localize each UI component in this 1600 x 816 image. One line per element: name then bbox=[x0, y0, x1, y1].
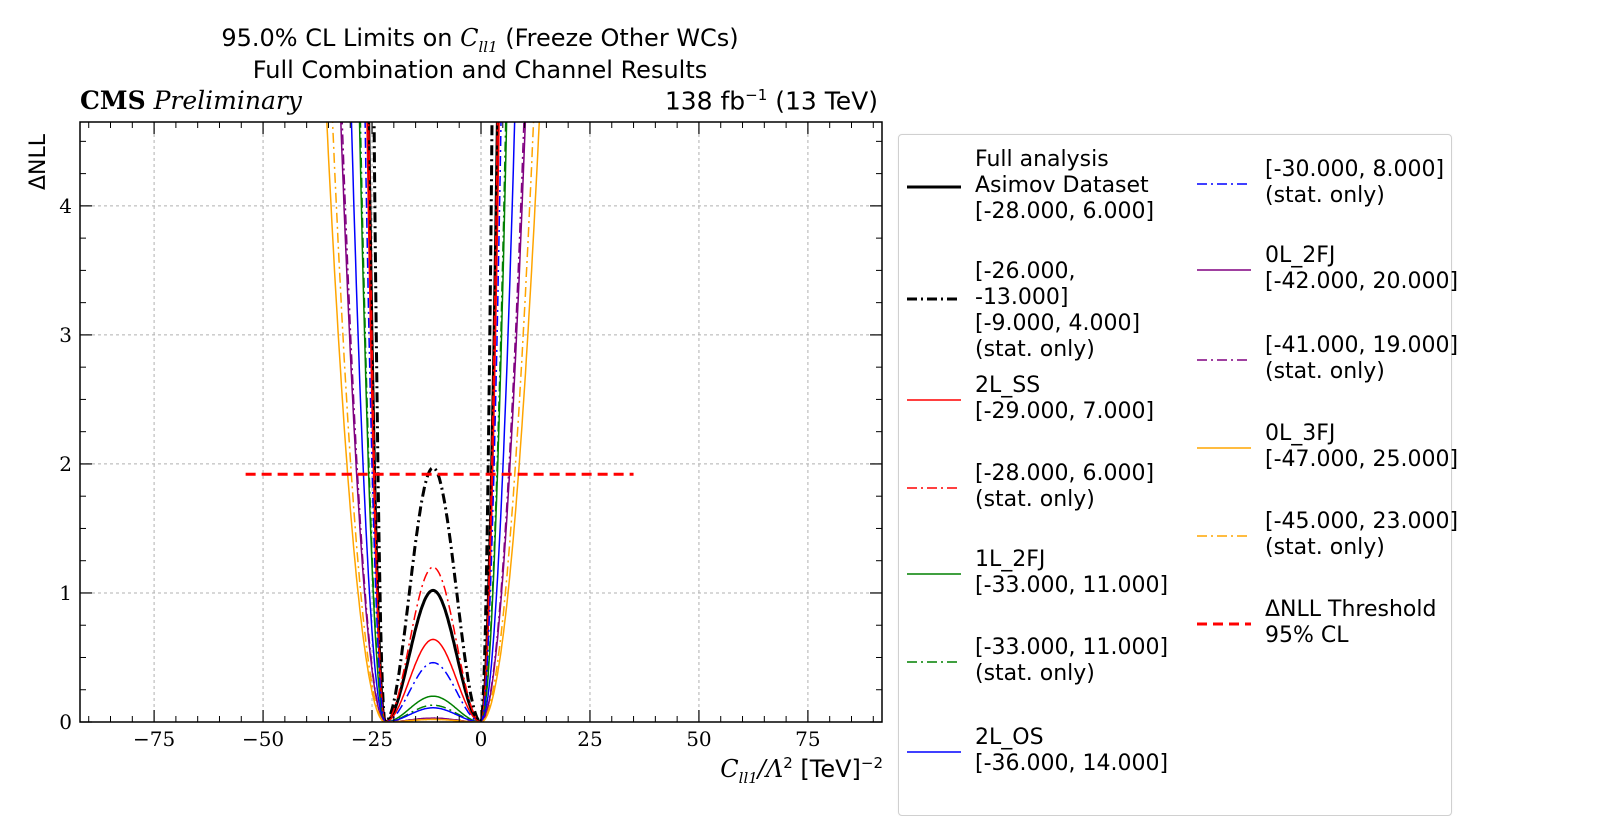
x-tick-label: 0 bbox=[475, 727, 488, 751]
plot-area: −75 −50 −25 0 25 50 75 0 1 2 3 4 bbox=[59, 121, 883, 751]
legend-label-full-stat: [-26.000, -13.000] [-9.000, 4.000] (stat… bbox=[975, 259, 1141, 362]
legend-label-0l2fj: 0L_2FJ [-42.000, 20.000] bbox=[1265, 243, 1459, 294]
y-axis-label: ΔNLL bbox=[26, 133, 51, 190]
legend-label-threshold: ΔNLL Threshold 95% CL bbox=[1265, 597, 1437, 648]
legend-label-2lss-stat: [-28.000, 6.000] (stat. only) bbox=[975, 461, 1155, 512]
series-group bbox=[326, 122, 541, 722]
legend-label-full: Full analysis Asimov Dataset [-28.000, 6… bbox=[975, 147, 1155, 224]
x-tick-label: 25 bbox=[577, 727, 602, 751]
y-tick-label: 3 bbox=[59, 323, 72, 347]
x-tick-label: −50 bbox=[242, 727, 284, 751]
legend: Full analysis Asimov Dataset [-28.000, 6… bbox=[898, 134, 1458, 816]
legend-label-2los: 2L_OS [-36.000, 14.000] bbox=[975, 725, 1169, 776]
legend-label-2los-stat: [-30.000, 8.000] (stat. only) bbox=[1265, 157, 1445, 208]
chart-title-line1: 95.0% CL Limits on Cll1 (Freeze Other WC… bbox=[221, 24, 739, 56]
legend-label-0l3fj: 0L_3FJ [-47.000, 25.000] bbox=[1265, 421, 1459, 472]
legend-swatch-0l2fj-stat bbox=[1197, 359, 1251, 361]
series-line-full bbox=[367, 122, 499, 722]
chart-title-line2: Full Combination and Channel Results bbox=[252, 56, 708, 84]
y-tick-label: 1 bbox=[59, 581, 72, 605]
legend-swatch-0l3fj-stat bbox=[1197, 535, 1251, 537]
legend-swatch-0l2fj bbox=[1197, 269, 1251, 271]
y-tick-label: 2 bbox=[59, 452, 72, 476]
legend-label-2lss: 2L_SS [-29.000, 7.000] bbox=[975, 373, 1155, 424]
legend-swatch-full-stat bbox=[907, 297, 961, 301]
series-line-0l2fj bbox=[340, 122, 527, 722]
legend-label-0l2fj-stat: [-41.000, 19.000] (stat. only) bbox=[1265, 333, 1459, 384]
y-tick-label: 0 bbox=[59, 710, 72, 734]
series-line-0l3fj-stat bbox=[331, 122, 535, 722]
legend-swatch-2los bbox=[907, 751, 961, 753]
legend-label-0l3fj-stat: [-45.000, 23.000] (stat. only) bbox=[1265, 509, 1459, 560]
series-line-1l2fj bbox=[358, 122, 508, 722]
legend-swatch-1l2fj-stat bbox=[907, 661, 961, 663]
experiment-label: CMS Preliminary bbox=[80, 86, 302, 115]
legend-swatch-2lss bbox=[907, 399, 961, 401]
legend-swatch-2los-stat bbox=[1197, 183, 1251, 185]
legend-swatch-threshold bbox=[1197, 622, 1251, 626]
x-tick-label: 50 bbox=[686, 727, 711, 751]
series-line-2lss bbox=[366, 122, 500, 722]
legend-swatch-1l2fj bbox=[907, 573, 961, 575]
series-line-2los bbox=[350, 122, 516, 722]
series-line-full-stat bbox=[372, 122, 494, 722]
x-axis-label: Cll1/Λ2 [TeV]−2 bbox=[720, 754, 883, 787]
luminosity-label: 138 fb−1 (13 TeV) bbox=[664, 86, 878, 116]
series-line-0l2fj-stat bbox=[341, 122, 525, 722]
legend-swatch-0l3fj bbox=[1197, 447, 1251, 449]
x-tick-label: 75 bbox=[795, 727, 820, 751]
legend-label-1l2fj-stat: [-33.000, 11.000] (stat. only) bbox=[975, 635, 1169, 686]
series-line-2los-stat bbox=[364, 122, 502, 722]
legend-swatch-full bbox=[907, 185, 961, 189]
legend-label-1l2fj: 1L_2FJ [-33.000, 11.000] bbox=[975, 547, 1169, 598]
x-tick-label: −25 bbox=[351, 727, 393, 751]
legend-swatch-2lss-stat bbox=[907, 487, 961, 489]
x-tick-label: −75 bbox=[133, 727, 175, 751]
y-tick-label: 4 bbox=[59, 194, 72, 218]
series-line-0l3fj bbox=[326, 122, 541, 722]
